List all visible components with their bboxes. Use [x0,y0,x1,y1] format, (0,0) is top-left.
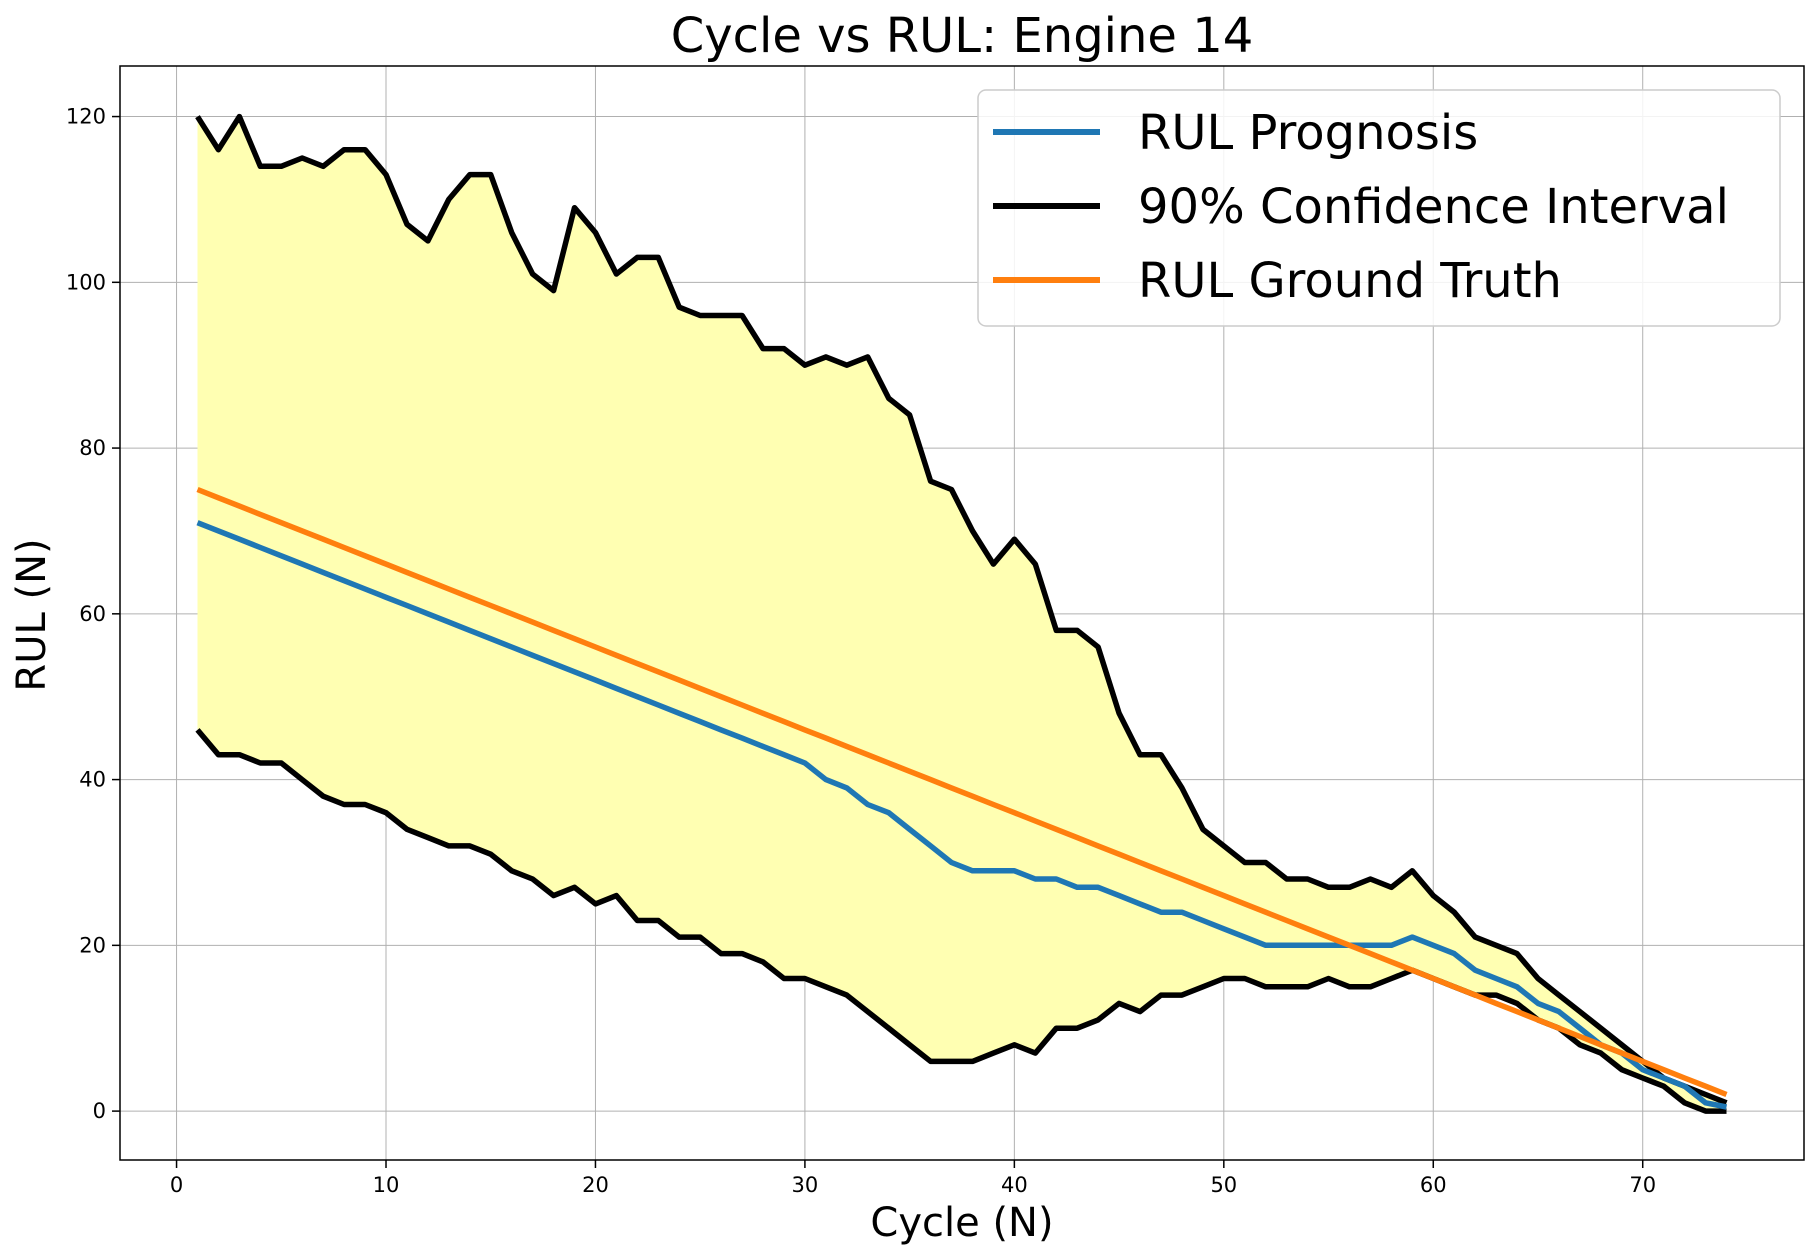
y-tick-label: 80 [79,436,106,460]
legend-label: 90% Confidence Interval [1138,179,1729,235]
y-tick-label: 120 [66,105,106,129]
x-tick-label: 50 [1210,1173,1237,1197]
ground-truth-line [196,486,1728,1098]
x-tick-label: 60 [1420,1173,1447,1197]
ci-upper-line [195,113,1728,1106]
y-tick-label: 60 [79,602,106,626]
chart-title: Cycle vs RUL: Engine 14 [671,8,1254,64]
legend-label: RUL Ground Truth [1138,253,1562,309]
x-axis-label: Cycle (N) [870,1200,1053,1246]
confidence-fill [197,116,1727,1112]
y-tick-label: 20 [79,933,106,957]
legend-label: RUL Prognosis [1138,105,1478,161]
x-tick-label: 70 [1629,1173,1656,1197]
confidence-band [197,116,1727,1112]
legend: RUL Prognosis 90% Confidence Interval RUL … [977,89,1781,327]
y-tick-label: 0 [93,1099,106,1123]
x-tick-label: 0 [170,1173,183,1197]
plot-frame [119,65,1805,1161]
x-tick-label: 40 [1001,1173,1028,1197]
x-tick-label: 20 [582,1173,609,1197]
y-axis-ticks: 0 20 40 60 80 100 120 [66,105,120,1123]
legend-box [977,89,1781,327]
x-tick-label: 10 [373,1173,400,1197]
y-tick-label: 40 [79,768,106,792]
y-tick-label: 100 [66,270,106,294]
prognosis-line [196,520,1728,1110]
x-axis-ticks: 0 10 20 30 40 50 60 70 [170,1160,1656,1197]
y-axis-label: RUL (N) [9,538,55,691]
x-tick-label: 30 [792,1173,819,1197]
series-lines [195,113,1728,1114]
